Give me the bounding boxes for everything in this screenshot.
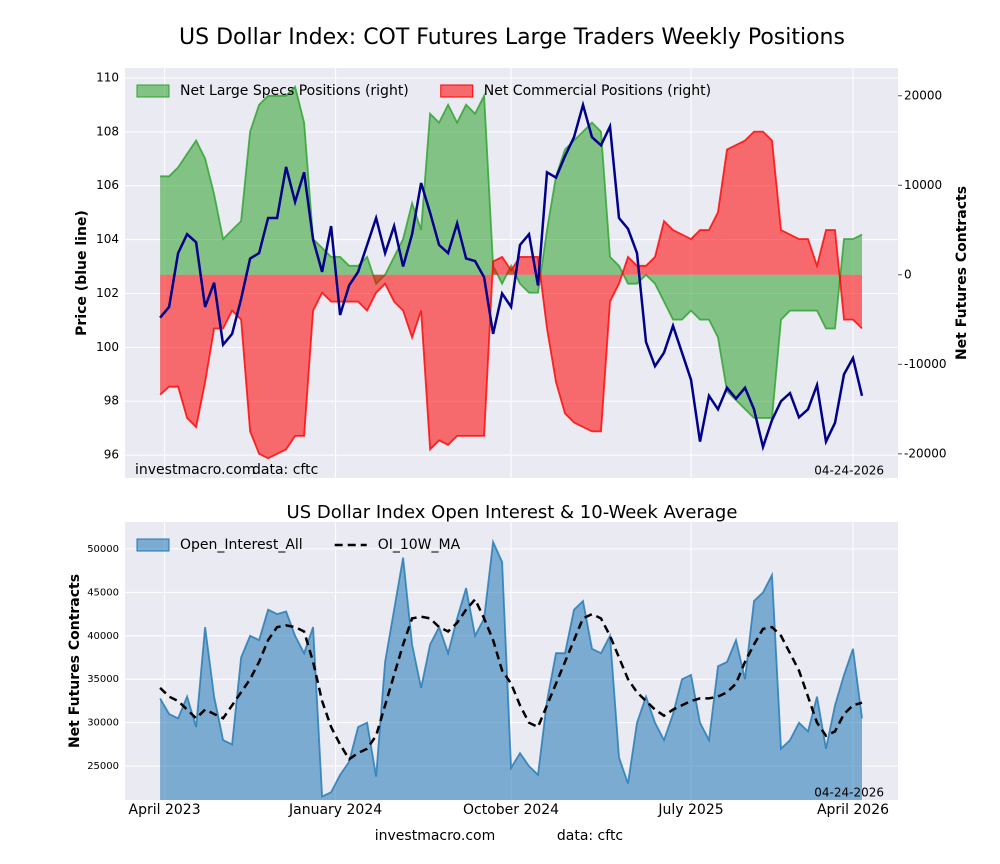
x-tick-label: October 2024: [463, 802, 559, 818]
footer-data: data: cftc: [557, 828, 623, 844]
y-tick-label: 50000: [87, 544, 119, 555]
area-fill: [160, 86, 863, 419]
y-axis-label: Price (blue line): [74, 210, 90, 336]
legend-label: Net Large Specs Positions (right): [180, 83, 409, 99]
legend-swatch: [136, 538, 170, 552]
y-tick-label: 104: [96, 232, 119, 246]
source-note: investmacro.com: [135, 462, 255, 478]
y-tick-label: 30000: [87, 718, 119, 729]
y-tick-label: 96: [104, 448, 119, 462]
x-tick-label: January 2024: [288, 802, 382, 818]
y-tick-label: 35000: [87, 674, 119, 685]
y2-tick-label: -10000: [904, 357, 947, 371]
y-tick-label: 98: [104, 394, 119, 408]
y-tick-label: 40000: [87, 631, 119, 642]
area-fill: [160, 131, 863, 459]
legend-label: Net Commercial Positions (right): [484, 83, 711, 99]
y2-axis-label: Net Futures Contracts: [954, 186, 970, 360]
y-tick-label: 102: [96, 286, 119, 300]
date-note: 04-24-2026: [814, 464, 884, 478]
y2-tick-label: 20000: [904, 88, 942, 102]
area-fill: [160, 542, 863, 800]
y-axis-label: Net Futures Contracts: [67, 574, 83, 748]
date-note: 04-24-2026: [814, 786, 884, 800]
data-note: data: cftc: [252, 462, 318, 478]
footer-site: investmacro.com: [375, 828, 495, 844]
line: [159, 100, 864, 452]
x-tick-label: July 2025: [657, 802, 723, 818]
y-tick-label: 100: [96, 340, 119, 354]
chart-title: US Dollar Index: COT Futures Large Trade…: [179, 25, 845, 50]
plot: [125, 68, 898, 478]
y-tick-label: 25000: [87, 761, 119, 772]
area-line: [160, 85, 863, 419]
y2-tick-label: -20000: [904, 446, 947, 460]
area-line: [159, 130, 863, 460]
x-tick-label: April 2026: [817, 802, 889, 818]
y-tick-label: 45000: [87, 587, 119, 598]
chart-subtitle: US Dollar Index Open Interest & 10-Week …: [287, 502, 738, 523]
legend-swatch: [136, 84, 170, 98]
legend-label: Open_Interest_All: [180, 537, 303, 553]
y-tick-label: 108: [96, 124, 119, 138]
y2-tick-label: 10000: [904, 178, 942, 192]
legend-swatch: [440, 84, 474, 98]
x-tick-label: April 2023: [129, 802, 201, 818]
line: [159, 597, 863, 761]
legend-label: OI_10W_MA: [378, 537, 461, 553]
area-line: [159, 538, 863, 798]
y-tick-label: 110: [96, 70, 119, 84]
plot: [125, 522, 898, 800]
y-tick-label: 106: [96, 178, 119, 192]
y2-tick-label: 0: [904, 267, 912, 281]
